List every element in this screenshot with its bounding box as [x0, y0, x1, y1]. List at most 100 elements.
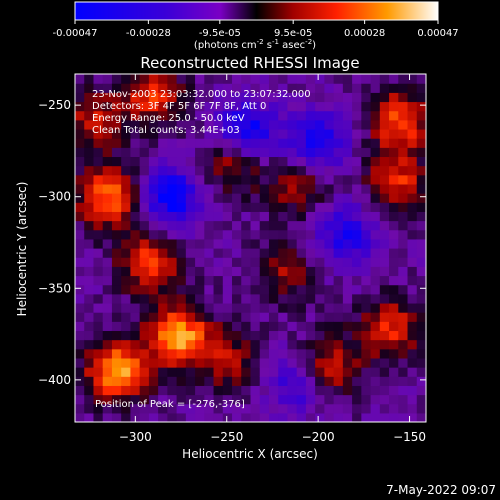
heatmap-cell — [130, 266, 141, 277]
heatmap-cell — [84, 357, 95, 368]
heatmap-cell — [213, 174, 224, 185]
heatmap-cell — [370, 321, 381, 332]
heatmap-cell — [75, 92, 85, 103]
heatmap-cell — [278, 92, 289, 103]
heatmap-cell — [379, 367, 390, 377]
heatmap-cell — [93, 183, 104, 194]
heatmap-cell — [361, 284, 372, 295]
heatmap-cell — [84, 403, 95, 414]
heatmap-cell — [398, 312, 409, 322]
heatmap-cell — [93, 220, 104, 231]
heatmap-cell — [222, 193, 233, 203]
heatmap-cell — [324, 357, 335, 368]
heatmap-cell — [222, 147, 233, 158]
heatmap-cell — [213, 348, 224, 359]
heatmap-cell — [342, 128, 353, 139]
heatmap-cell — [342, 403, 353, 414]
heatmap-cell — [324, 110, 335, 121]
heatmap-cell — [259, 183, 270, 194]
heatmap-cell — [139, 138, 150, 148]
heatmap-cell — [185, 174, 196, 185]
heatmap-cell — [361, 74, 372, 84]
heatmap-cell — [213, 385, 224, 396]
heatmap-cell — [148, 403, 159, 414]
heatmap-cell — [324, 394, 335, 405]
heatmap-cell — [167, 119, 178, 130]
heatmap-cell — [75, 339, 85, 350]
heatmap-cell — [176, 156, 187, 167]
heatmap-cell — [158, 312, 168, 322]
heatmap-cell — [342, 147, 353, 158]
heatmap-cell — [278, 257, 289, 267]
heatmap-cell — [75, 257, 85, 267]
heatmap-cell — [176, 92, 187, 103]
heatmap-cell — [75, 220, 85, 231]
heatmap-cell — [296, 110, 307, 121]
heatmap-cell — [111, 174, 122, 185]
heatmap-cell — [222, 257, 233, 267]
heatmap-cell — [204, 266, 215, 277]
heatmap-cell — [398, 74, 409, 84]
heatmap-cell — [342, 321, 353, 332]
heatmap-cell — [185, 284, 196, 295]
heatmap-cell — [389, 266, 399, 277]
heatmap-cell — [250, 266, 261, 277]
heatmap-cell — [352, 229, 362, 240]
heatmap-cell — [93, 293, 104, 304]
heatmap-cell — [93, 202, 104, 212]
heatmap-cell — [370, 74, 381, 84]
heatmap-cell — [407, 330, 418, 341]
heatmap-cell — [139, 339, 150, 350]
heatmap-cell — [176, 119, 187, 130]
heatmap-cell — [232, 138, 242, 148]
heatmap-cell — [407, 339, 418, 350]
heatmap-cell — [315, 119, 325, 130]
heatmap-cell — [296, 211, 307, 222]
heatmap-cell — [139, 193, 150, 203]
heatmap-cell — [324, 312, 335, 322]
heatmap-cell — [176, 229, 187, 240]
heatmap-cell — [287, 330, 298, 341]
heatmap-cell — [370, 128, 381, 139]
heatmap-cell — [389, 275, 399, 286]
heatmap-cell — [222, 211, 233, 222]
heatmap-cell — [75, 412, 85, 422]
heatmap-cell — [333, 284, 344, 295]
heatmap-cell — [232, 128, 242, 139]
heatmap-cell — [305, 312, 316, 322]
heatmap-cell — [121, 403, 132, 414]
heatmap-cell — [287, 92, 298, 103]
heatmap-cell — [167, 147, 178, 158]
heatmap-cell — [287, 394, 298, 405]
heatmap-cell — [268, 403, 279, 414]
heatmap-cell — [232, 367, 242, 377]
heatmap-cell — [324, 412, 335, 422]
heatmap-cell — [75, 128, 85, 139]
heatmap-cell — [315, 266, 325, 277]
heatmap-cell — [232, 101, 242, 112]
colorbar-ticks: -0.00047 -0.00028 -9.5e-05 9.5e-05 0.00028 0.… — [53, 20, 459, 39]
heatmap-cell — [241, 128, 252, 139]
heatmap-cell — [176, 147, 187, 158]
heatmap-cell — [148, 183, 159, 194]
heatmap-cell — [204, 174, 215, 185]
heatmap-cell — [268, 284, 279, 295]
heatmap-cell — [416, 183, 426, 194]
heatmap-cell — [176, 330, 187, 341]
heatmap-cell — [296, 238, 307, 249]
heatmap-cell — [416, 220, 426, 231]
heatmap-cell — [111, 229, 122, 240]
heatmap-cell — [195, 119, 205, 130]
heatmap-cell — [158, 156, 168, 167]
heatmap-cell — [352, 147, 362, 158]
heatmap-cell — [370, 211, 381, 222]
heatmap-cell — [213, 119, 224, 130]
heatmap-cell — [167, 275, 178, 286]
heatmap-cell — [121, 119, 132, 130]
heatmap-cell — [407, 348, 418, 359]
heatmap-cell — [333, 138, 344, 148]
heatmap-cell — [389, 138, 399, 148]
heatmap-cell — [241, 83, 252, 93]
heatmap-cell — [389, 101, 399, 112]
heatmap-cell — [407, 238, 418, 249]
